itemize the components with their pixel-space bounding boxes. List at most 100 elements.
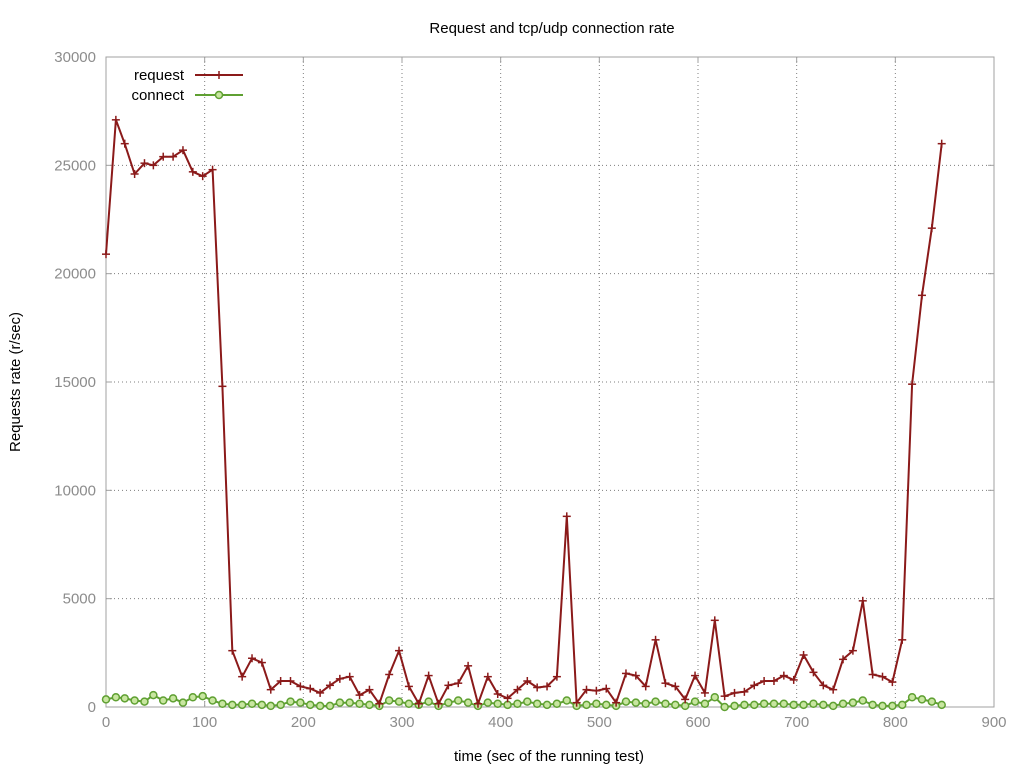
data-point-request (464, 661, 473, 670)
data-point-connect (101, 695, 111, 704)
data-point-connect (188, 693, 198, 702)
x-tick-label: 900 (981, 714, 1006, 731)
data-point-connect (749, 700, 759, 710)
data-point-connect (286, 697, 295, 706)
data-point-connect (582, 700, 591, 710)
data-point-request (651, 635, 660, 644)
data-point-connect (601, 700, 611, 710)
data-point-connect (937, 700, 946, 710)
data-point-request (218, 382, 227, 391)
data-point-connect (897, 700, 907, 710)
data-point-request (641, 682, 650, 691)
data-point-connect (799, 700, 808, 710)
data-point-connect (858, 696, 868, 705)
data-point-request (444, 681, 453, 690)
x-tick-label: 400 (488, 714, 513, 731)
data-point-connect (532, 699, 542, 708)
data-point-request (839, 655, 848, 664)
data-point-request (582, 685, 591, 694)
legend-marker-connect (214, 90, 224, 100)
data-point-request (513, 685, 522, 694)
data-point-connect (720, 702, 729, 712)
data-point-request (404, 682, 413, 691)
data-point-connect (335, 698, 345, 707)
data-point-request (898, 635, 907, 644)
data-point-request (710, 616, 719, 625)
data-point-request (621, 669, 630, 678)
data-point-request (661, 679, 670, 688)
data-point-request (454, 679, 463, 688)
data-point-connect (130, 696, 139, 705)
data-point-request (779, 671, 788, 680)
data-point-connect (819, 700, 828, 710)
series-layer (101, 115, 946, 712)
data-point-connect (168, 694, 178, 703)
data-point-connect (680, 701, 690, 711)
data-point-request (257, 658, 266, 667)
data-point-request (750, 681, 759, 690)
data-point-connect (247, 699, 257, 708)
x-tick-label: 300 (389, 714, 414, 731)
legend: request connect (131, 67, 243, 104)
data-point-connect (218, 699, 227, 708)
data-point-connect (384, 696, 394, 705)
x-tick-label: 500 (587, 714, 612, 731)
data-point-request (169, 152, 178, 161)
data-point-connect (463, 698, 473, 707)
data-point-connect (927, 697, 937, 706)
data-point-request (140, 159, 149, 168)
legend-marker-request (215, 71, 223, 79)
x-tick-label: 700 (784, 714, 809, 731)
data-point-connect (631, 698, 641, 707)
x-tick-label: 200 (291, 714, 316, 731)
data-point-request (533, 683, 542, 692)
data-point-connect (296, 698, 305, 707)
data-point-request (483, 672, 492, 681)
x-axis-label: time (sec of the running test) (454, 748, 644, 765)
data-point-connect (365, 700, 374, 710)
data-point-connect (542, 700, 552, 710)
data-point-connect (178, 698, 188, 707)
data-point-connect (690, 697, 700, 706)
data-point-request (858, 596, 867, 605)
data-point-request (355, 691, 364, 700)
data-point-request (917, 291, 926, 300)
data-point-connect (493, 699, 502, 708)
data-point-connect (651, 697, 660, 706)
data-point-request (868, 670, 877, 679)
data-point-request (208, 165, 217, 174)
grid (106, 57, 994, 707)
data-point-request (238, 672, 247, 681)
data-point-connect (641, 699, 650, 708)
data-point-connect (237, 700, 247, 710)
data-point-connect (404, 699, 414, 708)
data-point-request (799, 651, 808, 659)
data-point-request (276, 677, 285, 685)
y-tick-label: 30000 (54, 49, 96, 66)
data-point-request (878, 672, 887, 681)
data-point-request (543, 682, 552, 691)
data-point-request (612, 698, 621, 707)
data-point-connect (453, 696, 463, 705)
y-axis-label: Requests rate (r/sec) (7, 312, 24, 452)
data-point-request (671, 682, 680, 691)
data-point-connect (111, 693, 121, 702)
data-point-connect (355, 699, 364, 708)
data-point-connect (149, 690, 158, 700)
data-point-request (286, 677, 295, 685)
y-tick-label: 0 (88, 699, 96, 716)
y-tick-label: 5000 (63, 591, 96, 608)
data-point-request (562, 512, 571, 521)
data-point-connect (730, 701, 739, 711)
data-point-request (375, 699, 384, 708)
data-point-request (937, 139, 946, 148)
data-point-request (523, 677, 532, 685)
data-point-request (769, 677, 778, 685)
series-request (102, 115, 946, 708)
data-point-connect (868, 700, 877, 710)
data-point-request (829, 685, 838, 694)
data-point-connect (198, 691, 207, 701)
data-point-request (424, 671, 433, 680)
data-point-request (473, 699, 482, 708)
